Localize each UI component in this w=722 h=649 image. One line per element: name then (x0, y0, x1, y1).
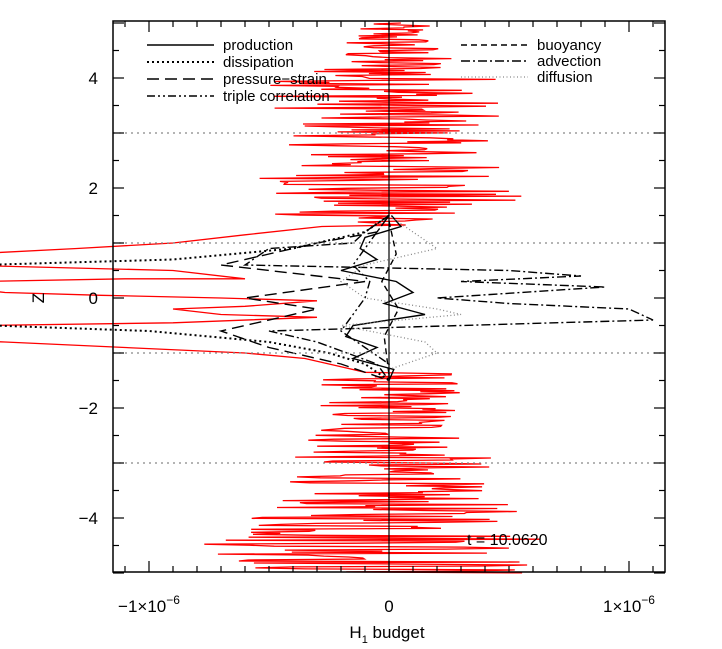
legend-label: buoyancy (537, 37, 602, 54)
legend-label: triple correlation (223, 88, 330, 105)
series-line-buoyancy (380, 220, 400, 376)
legend-label: advection (537, 53, 601, 70)
x-tick-label: −1×10−6 (118, 593, 180, 616)
series-line-red-profile (0, 22, 540, 574)
legend-label: production (223, 37, 293, 54)
plot-frame (112, 20, 666, 573)
y-tick-label: −4 (79, 509, 98, 528)
legend-label: diffusion (537, 69, 593, 86)
y-tick-label: 0 (89, 289, 98, 308)
y-tick-label: 2 (89, 179, 98, 198)
series-line-pressure-strain (218, 215, 390, 382)
legend-label: dissipation (223, 54, 294, 71)
red-profile-layer (0, 22, 540, 574)
series-line-diffusion (339, 214, 462, 381)
time-annotation: t = 10.0620 (467, 532, 548, 549)
series-line-triple-correlation (340, 215, 390, 381)
y-tick-label: −2 (79, 399, 98, 418)
x-tick-label: 0 (384, 597, 393, 616)
y-tick-label: 4 (89, 69, 98, 88)
legend-label: pressure−strain (223, 71, 327, 88)
x-axis-label: H1 budget (349, 623, 424, 646)
x-tick-label: 1×10−6 (603, 593, 655, 616)
y-axis-label: Z (29, 293, 48, 303)
series-line-dissipation (0, 214, 390, 382)
legend: productiondissipationpressure−straintrip… (147, 37, 602, 105)
